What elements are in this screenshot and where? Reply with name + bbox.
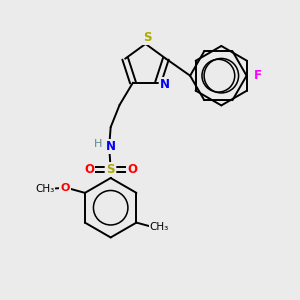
Text: N: N — [160, 78, 170, 91]
Text: S: S — [143, 31, 151, 44]
Text: CH₃: CH₃ — [150, 222, 169, 232]
Text: F: F — [254, 69, 262, 82]
Text: O: O — [60, 182, 70, 193]
Text: CH₃: CH₃ — [35, 184, 54, 194]
Text: S: S — [106, 163, 115, 176]
Text: O: O — [84, 163, 94, 176]
Text: H: H — [94, 139, 102, 149]
Text: N: N — [106, 140, 116, 153]
Text: O: O — [127, 163, 137, 176]
